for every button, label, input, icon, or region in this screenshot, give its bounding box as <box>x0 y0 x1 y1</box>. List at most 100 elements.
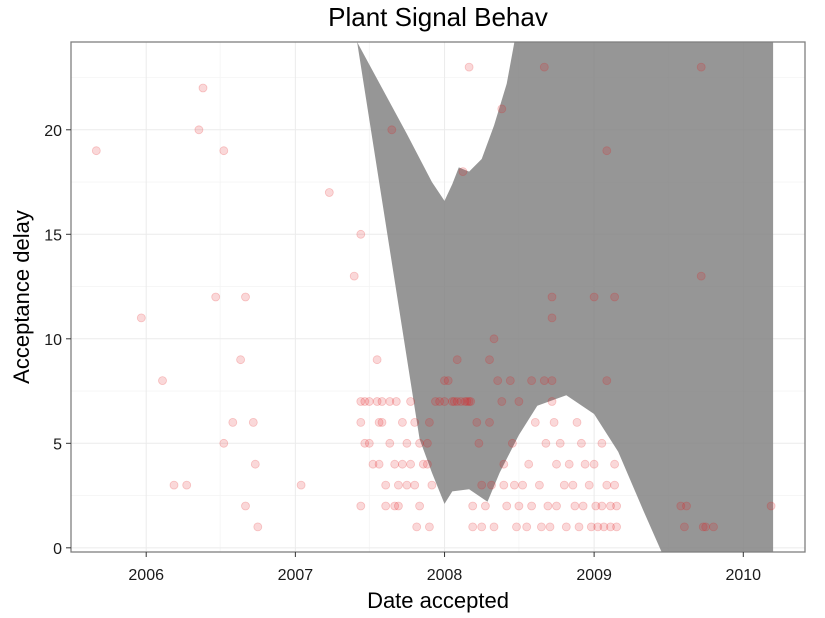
data-point <box>418 459 428 469</box>
data-point <box>415 438 425 448</box>
data-point <box>698 522 708 532</box>
data-point <box>456 397 466 406</box>
data-point <box>505 376 515 386</box>
data-point <box>385 397 395 406</box>
data-point <box>452 397 462 406</box>
chart-title: Plant Signal Behav <box>328 2 548 32</box>
x-tick-label: 2007 <box>278 567 314 584</box>
data-point <box>397 459 407 469</box>
data-point <box>443 376 453 386</box>
data-point <box>402 438 412 448</box>
data-point <box>452 355 462 365</box>
data-point <box>564 459 574 469</box>
data-point <box>497 397 507 406</box>
data-point <box>374 459 384 469</box>
data-point <box>406 397 416 406</box>
data-point <box>589 459 599 469</box>
data-point <box>377 397 387 406</box>
data-point <box>552 501 561 511</box>
data-point <box>543 501 553 511</box>
data-point <box>559 480 569 490</box>
data-point <box>440 397 449 406</box>
data-point <box>356 397 366 406</box>
x-tick-label: 2008 <box>427 567 463 584</box>
data-point <box>449 397 459 406</box>
data-point <box>228 417 238 427</box>
data-point <box>349 271 359 281</box>
data-point <box>390 459 400 469</box>
data-point <box>477 480 487 490</box>
data-point <box>489 522 499 532</box>
data-point <box>522 522 532 532</box>
data-point <box>510 480 519 490</box>
data-point <box>372 355 382 365</box>
data-point <box>236 355 246 365</box>
data-point <box>584 480 594 490</box>
data-point <box>701 522 711 532</box>
data-point <box>460 397 470 406</box>
y-tick-label: 20 <box>44 123 62 140</box>
data-point <box>489 334 499 344</box>
data-point <box>610 459 619 469</box>
data-point <box>324 188 334 197</box>
data-point <box>485 355 494 365</box>
data-point <box>541 438 551 448</box>
data-point <box>422 438 432 448</box>
data-point <box>606 522 615 532</box>
data-point <box>387 125 397 135</box>
data-point <box>578 501 588 511</box>
data-point <box>393 480 403 490</box>
data-point <box>422 459 432 469</box>
data-point <box>364 438 374 448</box>
data-point <box>468 522 478 532</box>
data-point <box>555 438 565 448</box>
x-tick-label: 2006 <box>128 567 164 584</box>
data-point <box>502 501 512 511</box>
data-point <box>580 459 590 469</box>
data-point <box>250 459 260 469</box>
data-point <box>497 104 507 114</box>
data-point <box>539 62 549 72</box>
data-point <box>480 501 490 511</box>
data-point <box>514 501 524 511</box>
data-point <box>410 417 420 427</box>
data-point <box>356 417 366 427</box>
data-point <box>219 438 229 448</box>
data-point <box>381 480 391 490</box>
data-point <box>435 397 445 406</box>
data-point <box>485 417 494 427</box>
data-point <box>385 438 395 448</box>
data-point <box>577 438 586 448</box>
data-point <box>589 292 599 302</box>
y-tick-label: 10 <box>44 332 62 349</box>
data-point <box>474 438 484 448</box>
data-point <box>468 501 478 511</box>
data-point <box>364 397 374 406</box>
data-point <box>539 376 549 386</box>
data-point <box>535 480 544 490</box>
data-point <box>402 480 412 490</box>
x-axis-label: Date accepted <box>367 588 509 613</box>
data-point <box>415 501 425 511</box>
data-point <box>574 522 584 532</box>
data-point <box>599 522 609 532</box>
data-point <box>593 522 603 532</box>
y-axis: 0 5 10 15 20 <box>44 123 71 558</box>
data-point <box>447 397 457 406</box>
data-point <box>527 501 536 511</box>
data-point <box>547 313 557 323</box>
data-point <box>610 292 619 302</box>
data-point <box>253 522 263 532</box>
panel-border <box>70 41 806 553</box>
data-point <box>602 376 612 386</box>
x-axis: 2006 2007 2008 2009 2010 <box>128 552 761 584</box>
data-point <box>676 501 686 511</box>
y-axis-label: Acceptance delay <box>9 210 34 384</box>
data-point <box>356 229 366 239</box>
data-point <box>493 376 503 386</box>
data-point <box>427 480 437 490</box>
data-point <box>547 292 557 302</box>
data-point <box>508 438 517 448</box>
data-point <box>499 480 509 490</box>
x-tick-label: 2010 <box>725 567 761 584</box>
